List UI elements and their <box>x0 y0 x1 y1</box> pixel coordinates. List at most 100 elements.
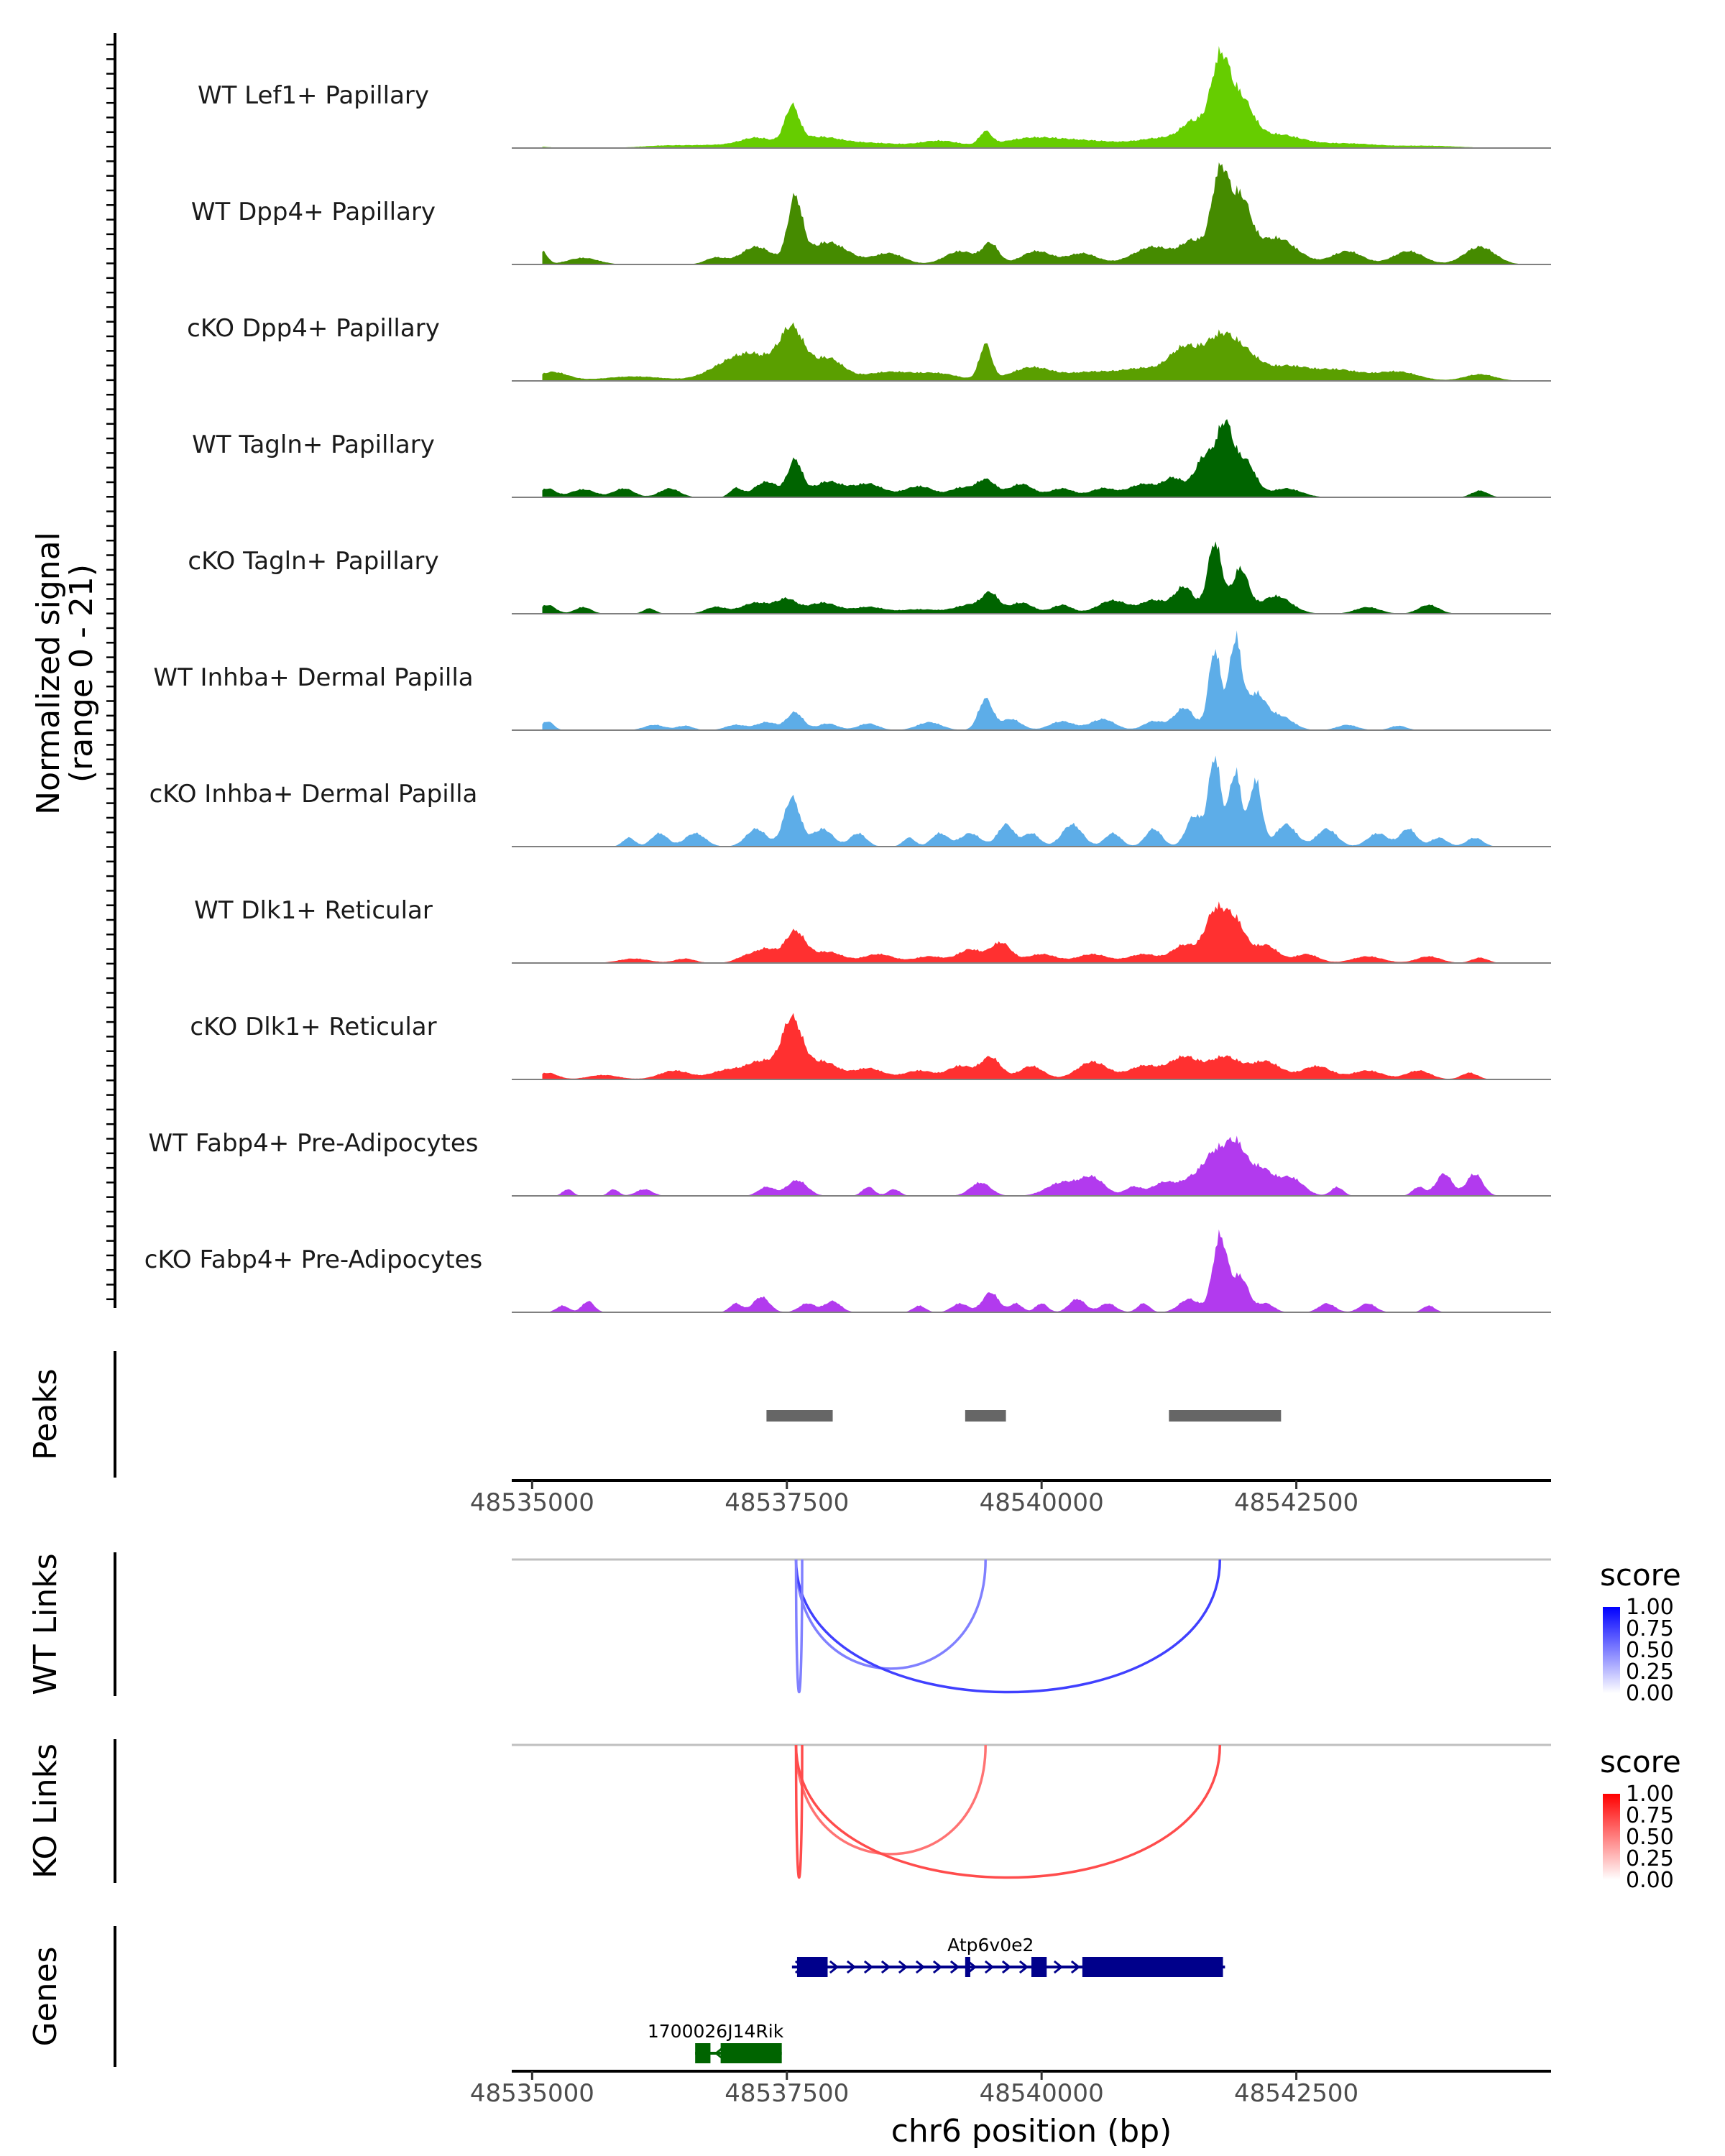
gene-exon <box>965 1957 970 1977</box>
legend-tick-label: 0.25 <box>1626 1659 1674 1685</box>
track-label: cKO Dpp4+ Papillary <box>187 314 440 343</box>
coverage-y-ticks <box>106 43 115 1301</box>
coverage-track: WT Dpp4+ Papillary <box>191 162 1551 265</box>
coverage-area <box>542 162 1521 264</box>
coverage-area <box>542 901 1521 963</box>
coverage-tracks: WT Lef1+ Papillary WT Dpp4+ Papillary cKO … <box>144 46 1551 1313</box>
coverage-area <box>542 1013 1521 1079</box>
legend-tick-label: 0.50 <box>1626 1825 1674 1850</box>
wt-legend-title: score <box>1600 1557 1681 1593</box>
legend-tick-label: 0.00 <box>1626 1681 1674 1706</box>
gene-model: 1700026J14Rik <box>648 2021 784 2063</box>
x-axis-middle: 48535000 48537500 48540000 48542500 <box>470 1479 1551 1517</box>
wt-links-y-axis-label: WT Links <box>27 1553 64 1695</box>
track-label: WT Fabp4+ Pre-Adipocytes <box>149 1129 479 1158</box>
ko-score-legend: score 1.000.750.500.250.00 <box>1600 1744 1681 1893</box>
x-tick-label: 48540000 <box>980 2079 1104 2108</box>
coverage-track: cKO Dlk1+ Reticular <box>190 1013 1551 1080</box>
ko-legend-colorbar <box>1603 1794 1620 1880</box>
coverage-track: cKO Fabp4+ Pre-Adipocytes <box>144 1229 1551 1313</box>
strand-arrow <box>932 1960 943 1974</box>
ko-links-arcs <box>512 1743 1551 1879</box>
link-arc <box>794 1559 987 1670</box>
wt-links-arcs <box>512 1558 1551 1694</box>
track-label: WT Inhba+ Dermal Papilla <box>153 663 473 692</box>
coverage-track: WT Tagln+ Papillary <box>192 419 1551 498</box>
wt-legend-ticks: 1.000.750.500.250.00 <box>1626 1595 1674 1706</box>
strand-arrow <box>915 1960 926 1974</box>
legend-tick-label: 1.00 <box>1626 1595 1674 1620</box>
strand-arrow <box>1018 1960 1029 1974</box>
legend-tick-label: 1.00 <box>1626 1782 1674 1807</box>
x-tick-label: 48537500 <box>724 1488 849 1517</box>
coverage-track: cKO Tagln+ Papillary <box>188 541 1551 614</box>
gene-label: 1700026J14Rik <box>648 2021 784 2042</box>
legend-tick-label: 0.75 <box>1626 1803 1674 1828</box>
legend-tick-label: 0.75 <box>1626 1616 1674 1641</box>
coverage-track: WT Lef1+ Papillary <box>198 46 1551 149</box>
gene-exon <box>1082 1957 1223 1977</box>
link-arc <box>794 1744 987 1856</box>
wt-score-legend: score 1.000.750.500.250.00 <box>1600 1557 1681 1706</box>
x-tick-label: 48542500 <box>1234 2079 1358 2108</box>
strand-arrow <box>880 1960 891 1974</box>
gene-exon <box>695 2043 711 2063</box>
legend-tick-label: 0.25 <box>1626 1846 1674 1871</box>
ko-links-y-axis-label: KO Links <box>27 1743 64 1879</box>
peak-bar <box>1169 1410 1282 1422</box>
peak-bar <box>766 1410 833 1422</box>
coverage-track: cKO Dpp4+ Papillary <box>187 314 1551 382</box>
coverage-track: WT Dlk1+ Reticular <box>194 896 1551 964</box>
coverage-y-axis <box>106 33 116 1308</box>
gene-model: Atp6v0e2 <box>791 1935 1225 1977</box>
peaks-y-axis-label: Peaks <box>27 1368 64 1460</box>
ko-legend-title: score <box>1600 1744 1681 1779</box>
strand-arrow <box>863 1960 874 1974</box>
gene-models: Atp6v0e2 1700026J14Rik <box>648 1935 1225 2063</box>
gene-exon <box>1031 1957 1047 1977</box>
strand-arrow <box>1070 1960 1081 1974</box>
track-label: cKO Tagln+ Papillary <box>188 547 438 576</box>
genes-y-axis-label: Genes <box>27 1946 64 2046</box>
coverage-area <box>542 419 1521 497</box>
strand-arrow <box>829 1960 840 1974</box>
link-arc <box>794 1559 1222 1694</box>
legend-tick-label: 0.00 <box>1626 1868 1674 1893</box>
x-axis-bottom: 48535000 48537500 48540000 48542500 <box>470 2070 1551 2108</box>
strand-arrow <box>898 1960 908 1974</box>
gene-exon <box>720 2043 782 2063</box>
strand-arrow <box>949 1960 960 1974</box>
link-arc <box>794 1744 1222 1879</box>
strand-arrow <box>984 1960 995 1974</box>
strand-arrow <box>967 1960 978 1974</box>
ko-legend-ticks: 1.000.750.500.250.00 <box>1626 1782 1674 1893</box>
strand-arrow <box>846 1960 857 1974</box>
coverage-area <box>542 755 1521 847</box>
coverage-area <box>542 322 1521 381</box>
coverage-y-axis-range: (range 0 - 21) <box>63 564 100 783</box>
track-label: WT Lef1+ Papillary <box>198 81 429 110</box>
x-tick-label: 48535000 <box>470 2079 594 2108</box>
x-tick-label: 48542500 <box>1234 1488 1358 1517</box>
x-axis-title: chr6 position (bp) <box>891 2113 1172 2150</box>
peak-bar <box>965 1410 1006 1422</box>
track-label: cKO Fabp4+ Pre-Adipocytes <box>144 1245 483 1274</box>
track-label: WT Tagln+ Papillary <box>192 430 435 459</box>
coverage-track: cKO Inhba+ Dermal Papilla <box>150 755 1551 847</box>
peak-bars <box>766 1410 1282 1422</box>
coverage-track: WT Fabp4+ Pre-Adipocytes <box>149 1129 1551 1197</box>
coverage-area <box>542 541 1521 614</box>
gene-label: Atp6v0e2 <box>947 1935 1034 1955</box>
strand-arrow <box>1001 1960 1012 1974</box>
x-tick-label: 48537500 <box>724 2079 849 2108</box>
coverage-area <box>542 46 1521 148</box>
link-arc <box>794 1559 804 1693</box>
wt-legend-colorbar <box>1603 1607 1620 1693</box>
strand-arrow <box>1053 1960 1064 1974</box>
track-label: WT Dpp4+ Papillary <box>191 198 436 226</box>
coverage-area <box>542 1135 1521 1196</box>
x-tick-label: 48535000 <box>470 1488 594 1517</box>
track-label: cKO Dlk1+ Reticular <box>190 1013 436 1041</box>
track-label: cKO Inhba+ Dermal Papilla <box>150 780 478 808</box>
